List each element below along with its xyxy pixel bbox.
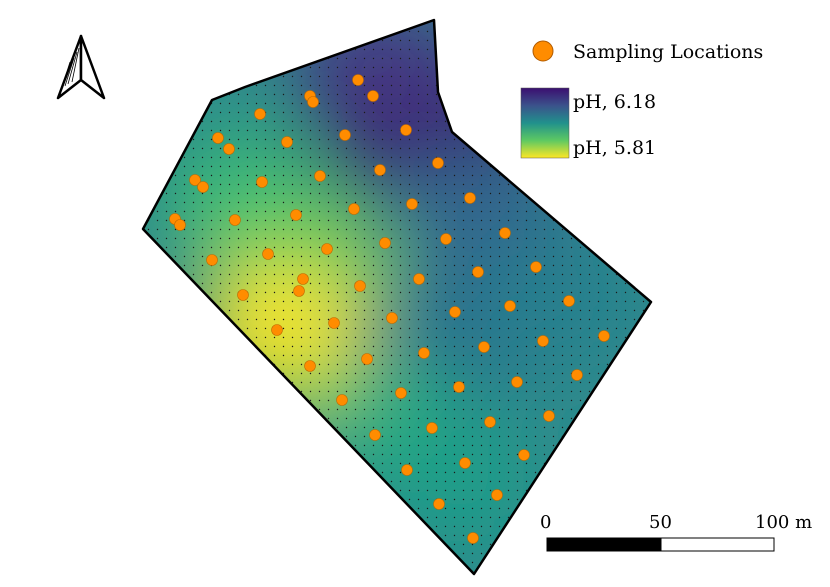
sampling-point (464, 192, 476, 204)
sampling-point (321, 243, 333, 255)
sampling-point (367, 90, 379, 102)
sampling-point (478, 341, 490, 353)
sampling-point (348, 203, 360, 215)
sampling-point (440, 233, 452, 245)
sampling-point (418, 347, 430, 359)
sampling-point (598, 330, 610, 342)
sampling-point (293, 285, 305, 297)
sampling-point (449, 306, 461, 318)
sampling-point (518, 449, 530, 461)
sampling-point (297, 273, 309, 285)
sampling-point (262, 248, 274, 260)
sampling-point (511, 376, 523, 388)
sampling-point (374, 164, 386, 176)
sampling-point (563, 295, 575, 307)
sampling-point (369, 429, 381, 441)
sampling-point (543, 410, 555, 422)
sampling-point (453, 381, 465, 393)
sampling-point (386, 312, 398, 324)
sampling-point (336, 394, 348, 406)
sampling-point (400, 124, 412, 136)
scale-label-50: 50 (649, 512, 672, 533)
scale-segment-white (660, 537, 775, 552)
north-arrow-icon (56, 34, 106, 100)
legend-point-symbol (532, 40, 554, 62)
sampling-point (571, 369, 583, 381)
sampling-point (433, 498, 445, 510)
sampling-point (401, 464, 413, 476)
sampling-point (206, 254, 218, 266)
sampling-point (459, 457, 471, 469)
sampling-point (256, 176, 268, 188)
scale-segment-black (546, 537, 662, 552)
legend-high-label: pH, 6.18 (573, 91, 656, 113)
sampling-point (290, 209, 302, 221)
scale-label-100: 100 m (755, 512, 812, 533)
sampling-point (406, 198, 418, 210)
sampling-point (504, 300, 516, 312)
sampling-point (379, 237, 391, 249)
sampling-point (281, 136, 293, 148)
sampling-point (254, 108, 266, 120)
sampling-point (354, 280, 366, 292)
sampling-point (271, 324, 283, 336)
sampling-point (229, 214, 241, 226)
sampling-point (223, 143, 235, 155)
sampling-point (314, 170, 326, 182)
sampling-point (395, 387, 407, 399)
sampling-point (413, 273, 425, 285)
sampling-point (361, 353, 373, 365)
legend: Sampling Locations pH, 6.18 pH, 5.81 (520, 40, 763, 159)
sampling-point (212, 132, 224, 144)
sampling-points (169, 74, 610, 544)
sampling-point (432, 157, 444, 169)
sampling-point (328, 317, 340, 329)
legend-gradient-bar (520, 87, 570, 159)
legend-points-label: Sampling Locations (573, 41, 763, 63)
sampling-point (426, 422, 438, 434)
scale-bar: 0 50 100 m (540, 512, 812, 552)
sampling-point (304, 360, 316, 372)
sampling-point (307, 96, 319, 108)
sampling-point (472, 266, 484, 278)
sampling-point (189, 174, 201, 186)
sampling-point (537, 335, 549, 347)
sampling-point (484, 416, 496, 428)
sampling-point (339, 129, 351, 141)
sampling-point (530, 261, 542, 273)
sampling-point (467, 532, 479, 544)
legend-low-label: pH, 5.81 (573, 137, 656, 159)
sampling-point (491, 489, 503, 501)
sampling-point (237, 289, 249, 301)
sampling-point (499, 227, 511, 239)
scale-label-0: 0 (540, 512, 551, 533)
field-boundary (141, 18, 653, 576)
sampling-point (352, 74, 364, 86)
sampling-point (174, 219, 186, 231)
sampling-point (197, 181, 209, 193)
